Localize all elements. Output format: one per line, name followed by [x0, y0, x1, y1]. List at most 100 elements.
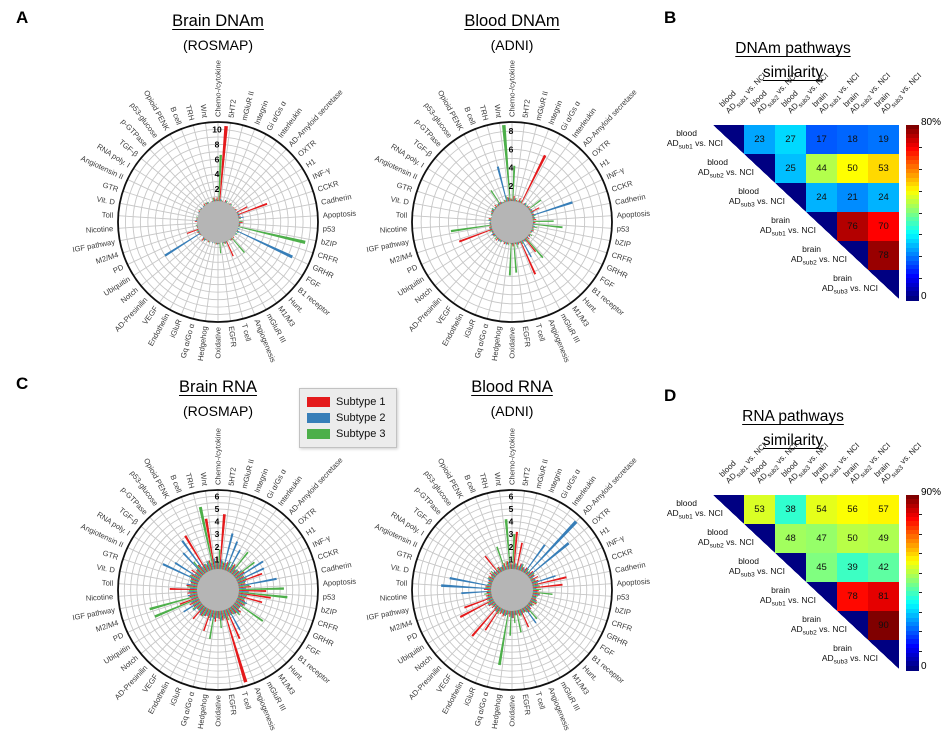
pathway-label: H1 — [304, 157, 317, 170]
pathway-label: Apoptosis — [617, 209, 651, 220]
colorbar-slice — [906, 648, 919, 653]
bar-blood-rna — [449, 576, 497, 588]
colorbar-slice — [906, 247, 919, 253]
bar-blood-rna — [464, 595, 498, 609]
colorbar-tick — [919, 168, 922, 170]
colorbar-slice — [906, 186, 919, 192]
bar-brain-rna — [233, 592, 271, 599]
pathway-label: p53 — [323, 592, 336, 602]
pathway-label: TRH — [478, 472, 491, 489]
bar-brain-rna — [221, 533, 234, 575]
colorbar-slice — [906, 225, 919, 231]
radial-tick-label: 6 — [509, 491, 514, 501]
bar-blood-dnam — [512, 165, 516, 207]
colorbar-slice — [906, 230, 919, 235]
colorbar-slice — [906, 238, 919, 244]
pathway-label: Wnt — [199, 104, 210, 119]
heatmap-b-title-line1: DNAm pathways — [735, 40, 851, 57]
colorbar-slice — [906, 560, 919, 566]
colorbar-slice — [906, 543, 919, 548]
bar-blood-rna — [522, 520, 578, 579]
colorbar-slice — [906, 652, 919, 658]
colorbar-slice — [906, 181, 919, 187]
colorbar-slice — [906, 129, 919, 135]
colorbar-slice — [906, 212, 919, 218]
chart-title-blood-dnam: Blood DNAm — [464, 12, 560, 30]
radial-tick-label: 8 — [215, 139, 220, 149]
bar-blood-rna — [527, 575, 556, 586]
heatmap-row-label: blood ADsub2 vs. NCI — [697, 157, 754, 180]
colorbar-slice — [906, 138, 919, 143]
colorbar-slice — [906, 168, 919, 174]
pathway-label: PD — [112, 630, 126, 643]
pathway-label: iGluR — [168, 686, 184, 707]
radial-tick-label: 10 — [212, 124, 222, 134]
pathway-label: Cadherin — [614, 560, 646, 575]
colorbar-slice — [906, 125, 919, 130]
heatmap-cell: 49 — [868, 524, 899, 553]
bar-blood-dnam — [502, 124, 511, 207]
colorbar-slice — [906, 291, 919, 297]
bar-blood-rna — [471, 601, 502, 637]
bar-blood-dnam — [524, 199, 542, 213]
pathway-label: PD — [406, 262, 420, 275]
colorbar-tick — [919, 572, 922, 574]
subtype-legend: Subtype 1 Subtype 2 Subtype 3 — [299, 388, 397, 448]
pathway-label: B1 receptor — [590, 285, 626, 317]
bar-brain-rna — [184, 535, 210, 577]
pathway-label: AD-Presinilin — [407, 295, 444, 333]
heatmap-row-label: brain ADsub1 vs. NCI — [759, 215, 816, 238]
pathway-label: AD-Presinilin — [113, 663, 150, 701]
heatmap-diagonal-cell — [837, 611, 868, 640]
pathway-label: H1 — [304, 525, 317, 538]
pathway-label: TRH — [184, 472, 197, 489]
subtype-1-label: Subtype 1 — [336, 396, 386, 408]
pathway-label: GTR — [102, 548, 121, 562]
heatmap-diagonal-cell — [837, 241, 868, 270]
colorbar-slice — [906, 243, 919, 248]
pathway-label: B cell — [462, 105, 477, 126]
heatmap-cell: 90 — [868, 611, 899, 640]
bar-blood-rna — [459, 597, 498, 618]
colorbar-slice — [906, 547, 919, 553]
heatmap-cell: 24 — [868, 183, 899, 212]
bar-brain-rna — [193, 561, 208, 579]
bar-brain-rna — [222, 605, 248, 683]
bar-brain-rna — [204, 518, 216, 575]
pathway-label: Wnt — [199, 472, 210, 487]
radial-tick-label: 2 — [509, 181, 514, 191]
bar-brain-dnam — [224, 236, 234, 257]
colorbar-slice — [906, 195, 919, 200]
pathway-label: Oxidative — [214, 327, 223, 359]
chart-title-brain-rna: Brain RNA — [179, 378, 257, 396]
heatmap-cell: 44 — [806, 154, 837, 183]
heatmap-cell: 81 — [868, 582, 899, 611]
heatmap-diagonal-cell — [744, 524, 775, 553]
pathway-label: Oxidative — [508, 695, 517, 727]
pathway-label: Vit. D — [390, 194, 410, 206]
bar-brain-dnam — [219, 125, 228, 207]
pathway-label: H1 — [598, 157, 611, 170]
heatmap-row-label: blood ADsub1 vs. NCI — [666, 498, 723, 521]
pathway-label: CRFR — [610, 250, 633, 265]
pathway-label: iGluR — [462, 318, 478, 339]
pathway-label: 5HT2 — [227, 467, 238, 487]
bar-blood-dnam — [450, 224, 497, 233]
bar-blood-rna — [461, 590, 497, 595]
radial-tick-label: 4 — [509, 163, 514, 173]
colorbar-slice — [906, 295, 919, 301]
pathway-label: PD — [112, 262, 126, 275]
legend-item-subtype-1: Subtype 1 — [307, 394, 389, 410]
chart-subtitle-blood-rna: (ADNI) — [490, 403, 534, 419]
heatmap-cell: 76 — [837, 212, 868, 241]
colorbar-slice — [906, 643, 919, 649]
colorbar-slice — [906, 160, 919, 165]
colorbar-slice — [906, 604, 919, 610]
pathway-label: B1 receptor — [590, 653, 626, 685]
pathway-label: Toll — [102, 210, 114, 220]
pathway-label: GTR — [102, 180, 121, 194]
colorbar-tick — [919, 234, 922, 236]
colorbar-slice — [906, 635, 919, 640]
bar-blood-dnam — [527, 201, 573, 218]
colorbar-b-max-label: 80% — [921, 117, 942, 128]
